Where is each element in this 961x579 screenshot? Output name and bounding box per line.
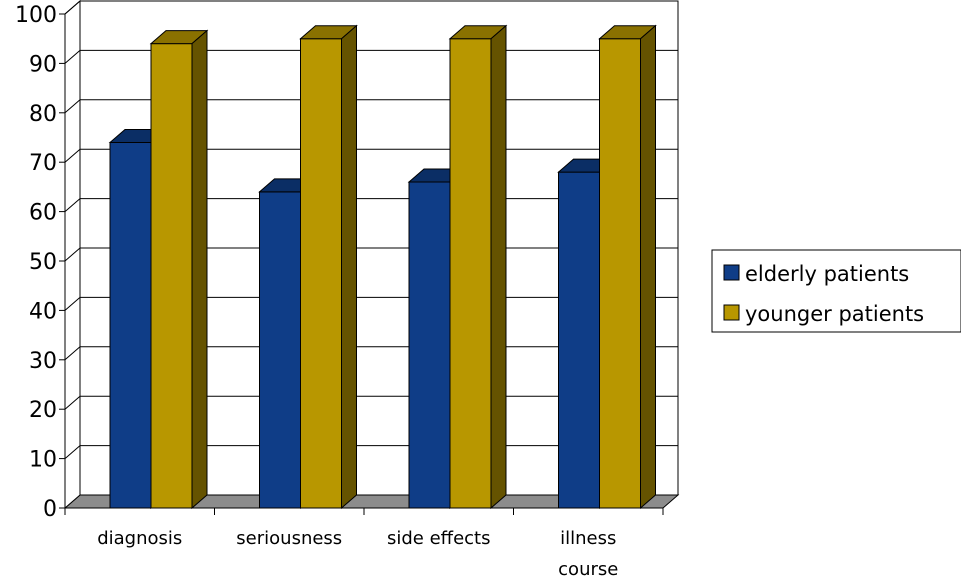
bar-front — [408, 181, 451, 509]
x-axis-category-labels: diagnosis seriousness side effects illness c… — [97, 528, 618, 579]
y-tick-label: 100 — [15, 3, 57, 28]
bar-front — [300, 38, 342, 509]
x-category-label-line: course — [558, 559, 618, 579]
y-tick-label: 40 — [29, 299, 57, 324]
x-category-label: side effects — [387, 528, 490, 549]
y-tick-label: 80 — [29, 102, 57, 127]
x-category-label: illness course — [558, 528, 618, 579]
x-category-label: diagnosis — [97, 528, 182, 549]
legend: elderly patients younger patients — [711, 249, 961, 333]
bar-front — [449, 38, 492, 509]
x-category-label-line: diagnosis — [97, 528, 182, 549]
y-tick-label: 20 — [29, 398, 57, 423]
bar-front — [259, 191, 301, 509]
bar — [598, 24, 657, 510]
bar-side — [191, 29, 208, 510]
legend-label-elderly: elderly patients — [745, 262, 909, 286]
bar — [448, 24, 508, 510]
x-category-label-line: illness — [560, 528, 616, 549]
bar-front — [109, 141, 152, 509]
x-category-label: seriousness — [236, 528, 342, 549]
bar-front — [558, 171, 600, 509]
gridline — [64, 0, 678, 15]
axes — [59, 13, 664, 515]
y-axis-tick-labels: 0 10 20 30 40 50 60 70 80 90 100 — [15, 3, 57, 522]
y-tick-label: 70 — [29, 151, 57, 176]
bar-side — [490, 24, 507, 510]
y-tick-label: 60 — [29, 201, 57, 226]
bar — [299, 24, 358, 510]
x-category-label-line: seriousness — [236, 528, 342, 549]
y-tick-label: 50 — [29, 250, 57, 275]
y-tick-label: 10 — [29, 448, 57, 473]
legend-box — [711, 249, 961, 333]
bar — [149, 29, 209, 510]
bar-side — [341, 24, 357, 510]
y-tick-label: 0 — [43, 497, 57, 522]
bars — [108, 24, 657, 510]
x-category-label-line: side effects — [387, 528, 490, 549]
legend-swatch-elderly — [723, 264, 740, 281]
y-tick-label: 30 — [29, 349, 57, 374]
bar-side — [640, 24, 656, 510]
y-tick-label: 90 — [29, 52, 57, 77]
legend-swatch-younger — [723, 304, 740, 321]
bar-front — [599, 38, 641, 509]
bar-front — [150, 43, 193, 509]
legend-label-younger: younger patients — [745, 302, 924, 326]
